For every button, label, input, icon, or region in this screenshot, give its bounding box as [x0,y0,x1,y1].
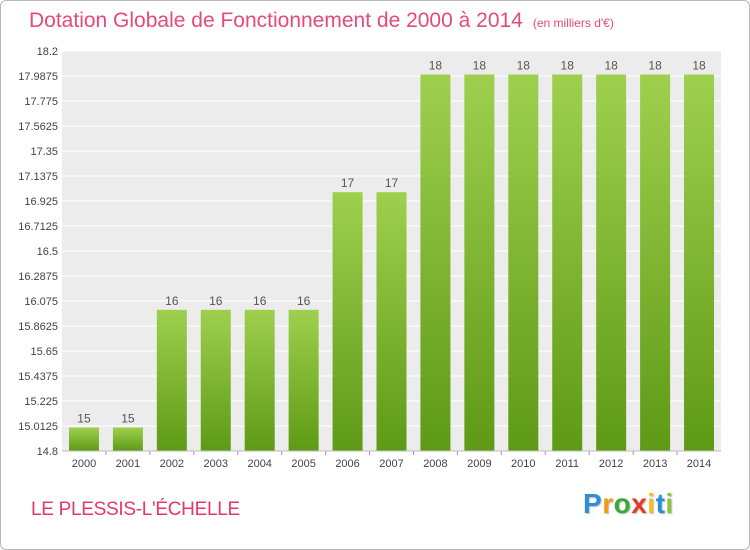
bar [552,74,583,451]
y-tick-label: 15.4375 [18,371,58,383]
x-tick-label: 2000 [72,458,96,470]
bar [288,309,319,451]
bar-value-label: 18 [429,59,443,73]
x-tick-label: 2008 [423,458,447,470]
x-tick-label: 2006 [335,458,359,470]
bar [112,427,143,451]
x-tick-label: 2001 [116,458,140,470]
bar-value-label: 18 [648,59,662,73]
bar-value-label: 18 [517,59,531,73]
bar [464,74,495,451]
y-tick-label: 15.0125 [18,421,58,433]
y-tick-label: 17.1375 [18,171,58,183]
bar [420,74,451,451]
bar-value-label: 16 [297,294,311,308]
bar-value-label: 18 [561,59,575,73]
y-tick-label: 16.5 [37,246,58,258]
bar [200,309,231,451]
x-tick-label: 2007 [379,458,403,470]
y-tick-label: 16.2875 [18,271,58,283]
y-tick-label: 15.225 [24,396,58,408]
bar [244,309,275,451]
x-tick-label: 2013 [643,458,667,470]
y-tick-label: 17.5625 [18,121,58,133]
bar [332,192,363,452]
logo-letter: t [655,488,666,519]
y-tick-label: 18.2 [37,46,58,58]
chart-unit: (en milliers d'€) [532,16,614,30]
bar-value-label: 18 [692,59,706,73]
x-tick-label: 2012 [599,458,623,470]
bar-value-label: 16 [209,294,223,308]
bar-value-label: 18 [473,59,487,73]
chart-title: Dotation Globale de Fonctionnement de 20… [29,9,614,33]
bar-value-label: 16 [253,294,267,308]
y-tick-label: 16.925 [24,196,58,208]
y-tick-label: 15.8625 [18,321,58,333]
logo-letter: x [631,488,648,519]
bar-value-label: 15 [77,411,91,425]
x-tick-label: 2002 [160,458,184,470]
bar [376,192,407,452]
bar-value-label: 16 [165,294,179,308]
y-tick-label: 17.35 [30,146,58,158]
bar-value-label: 17 [341,176,355,190]
x-tick-label: 2005 [291,458,315,470]
commune-name: LE PLESSIS-L'ÉCHELLE [31,499,240,520]
chart-title-text: Dotation Globale de Fonctionnement de 20… [29,9,523,32]
logo-letter: P [583,488,603,519]
y-tick-label: 15.65 [30,346,58,358]
logo-letter: o [613,488,632,519]
bar [156,309,187,451]
bar [640,74,671,451]
bar-value-label: 15 [121,411,135,425]
y-tick-label: 16.075 [24,296,58,308]
x-tick-label: 2010 [511,458,535,470]
bar [596,74,627,451]
bar [508,74,539,451]
logo-letter: i [647,488,656,519]
bar-value-label: 18 [604,59,618,73]
bar [684,74,715,451]
logo-letter: i [665,488,674,519]
logo-letter: r [602,488,614,519]
proxiti-logo: Proxiti [583,488,674,520]
y-tick-label: 17.9875 [18,71,58,83]
bar [68,427,99,451]
y-tick-label: 16.7125 [18,221,58,233]
x-tick-label: 2014 [687,458,711,470]
x-tick-label: 2004 [247,458,271,470]
x-tick-label: 2003 [204,458,228,470]
x-tick-label: 2011 [555,458,579,470]
x-tick-label: 2009 [467,458,491,470]
bar-value-label: 17 [385,176,399,190]
y-tick-label: 17.775 [24,96,58,108]
y-tick-label: 14.8 [37,446,58,458]
